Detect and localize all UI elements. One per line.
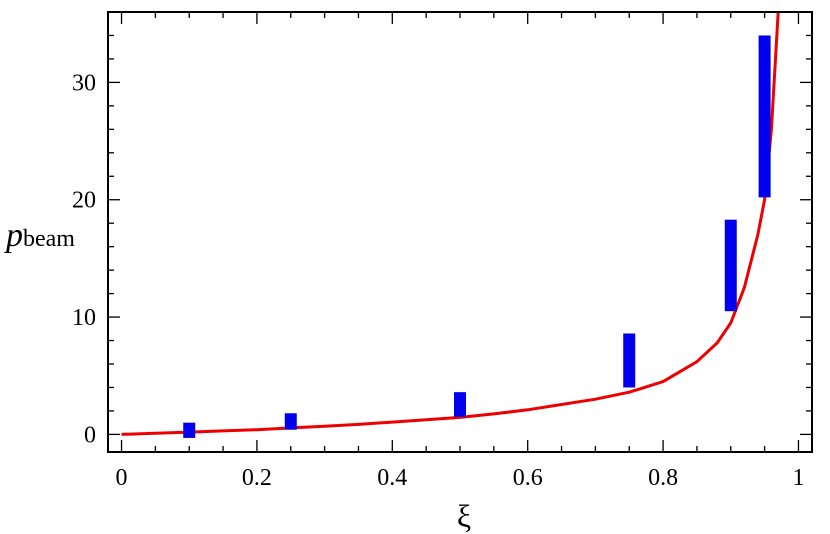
range-bar (284, 413, 297, 430)
plot-frame (107, 11, 813, 453)
x-tick-label: 0.2 (242, 465, 272, 491)
range-bar (454, 392, 466, 417)
range-bar (758, 35, 771, 198)
range-bar (724, 219, 737, 312)
y-axis-label-main: p (4, 217, 23, 254)
x-tick-label: 0.6 (513, 465, 543, 491)
ticks-layer (108, 12, 812, 452)
y-tick-label: 10 (72, 305, 96, 331)
range-bar (623, 333, 636, 388)
x-tick-label: 1 (792, 465, 804, 491)
bars-layer (183, 35, 771, 438)
model-curve (121, 12, 780, 436)
y-axis-label-subscript: beam (23, 226, 75, 252)
x-tick-label: 0.4 (377, 465, 407, 491)
range-bar (183, 422, 196, 438)
y-tick-label: 30 (72, 70, 96, 96)
x-tick-label: 0.8 (648, 465, 678, 491)
y-tick-label: 0 (84, 422, 96, 448)
curve-layer (121, 12, 780, 436)
x-tick-label: 0 (116, 465, 128, 491)
y-axis-label: pbeam (4, 217, 75, 254)
x-axis-label: ξ (457, 498, 471, 534)
y-tick-label: 20 (72, 188, 96, 214)
